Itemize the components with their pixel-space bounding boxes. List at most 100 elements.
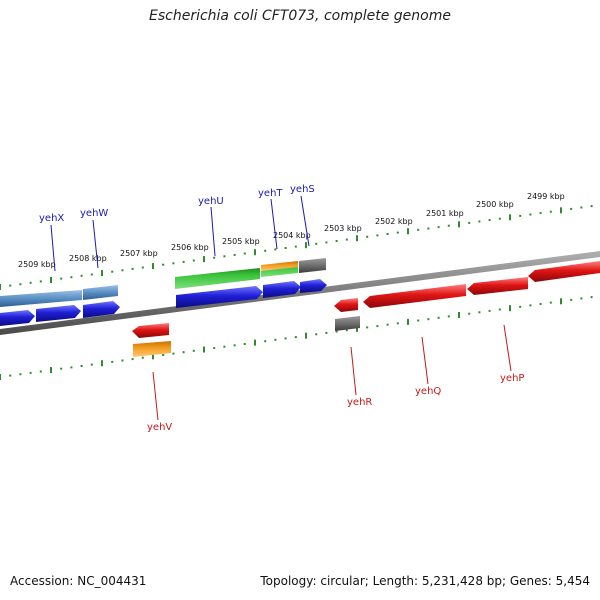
upper-minor-tick bbox=[274, 248, 277, 251]
lower-major-tick bbox=[0, 374, 1, 380]
leader-yehU bbox=[210, 206, 216, 257]
upper-major-tick bbox=[0, 284, 1, 290]
lower-minor-tick bbox=[417, 319, 420, 322]
upper-minor-tick bbox=[294, 245, 297, 248]
kbp-label-2505: 2505 kbp bbox=[222, 237, 260, 246]
upper-minor-tick bbox=[437, 226, 440, 229]
kbp-label-2502: 2502 kbp bbox=[375, 217, 413, 226]
leader-yehS bbox=[300, 195, 310, 247]
gene-label-yehS[interactable]: yehS bbox=[290, 184, 315, 195]
gene-arrow-yehP-b[interactable] bbox=[528, 261, 600, 282]
gene-label-yehW[interactable]: yehW bbox=[80, 208, 108, 219]
kbp-label-2509: 2509 kbp bbox=[18, 260, 56, 269]
gene-arrow-yehU[interactable] bbox=[176, 286, 263, 308]
lower-minor-tick bbox=[529, 304, 532, 307]
lower-major-tick bbox=[101, 360, 103, 367]
upper-minor-tick bbox=[315, 242, 318, 245]
lower-minor-tick bbox=[519, 305, 522, 308]
gene-label-yehQ[interactable]: yehQ bbox=[415, 386, 441, 397]
lower-minor-tick bbox=[427, 318, 430, 321]
upper-minor-tick bbox=[396, 231, 399, 234]
cds-feature-yehW[interactable] bbox=[83, 285, 118, 300]
upper-minor-tick bbox=[243, 252, 246, 255]
upper-minor-tick bbox=[345, 238, 348, 241]
upper-minor-tick bbox=[39, 280, 42, 283]
lower-minor-tick bbox=[284, 337, 287, 340]
cds-feature-yehS[interactable] bbox=[299, 258, 326, 273]
upper-major-tick bbox=[560, 207, 562, 214]
upper-major-tick bbox=[509, 214, 511, 221]
lower-minor-tick bbox=[243, 343, 246, 345]
gene-arrow-yehR[interactable] bbox=[334, 298, 358, 312]
upper-minor-tick bbox=[223, 255, 226, 258]
gene-arrow-yehQ[interactable] bbox=[363, 284, 466, 308]
lower-major-tick bbox=[50, 367, 52, 374]
cds-feature-yehT-orange[interactable] bbox=[261, 261, 298, 271]
lower-minor-tick bbox=[60, 367, 63, 370]
lower-minor-tick bbox=[29, 371, 32, 374]
upper-minor-tick bbox=[192, 259, 195, 262]
upper-minor-tick bbox=[60, 277, 63, 280]
upper-minor-tick bbox=[498, 217, 501, 220]
cds-feature-yehU[interactable] bbox=[175, 268, 260, 289]
kbp-tick-row-lower bbox=[0, 296, 593, 380]
gene-arrow-yehV[interactable] bbox=[132, 323, 169, 338]
upper-major-tick bbox=[356, 235, 358, 242]
gene-label-yehT[interactable]: yehT bbox=[258, 188, 283, 199]
upper-minor-tick bbox=[182, 260, 185, 263]
gene-arrow-yehW[interactable] bbox=[83, 301, 120, 318]
gene-label-yehV[interactable]: yehV bbox=[147, 422, 172, 433]
lower-minor-tick bbox=[488, 309, 491, 312]
upper-minor-tick bbox=[539, 212, 542, 215]
gene-arrow-yehX-b[interactable] bbox=[36, 305, 81, 322]
lower-major-tick bbox=[254, 339, 256, 346]
leader-yehX bbox=[50, 224, 56, 272]
lower-minor-tick bbox=[162, 354, 165, 356]
cds-features-upper bbox=[0, 258, 326, 307]
gene-arrow-yehP-a[interactable] bbox=[467, 277, 528, 295]
gene-label-yehU[interactable]: yehU bbox=[198, 196, 224, 207]
lower-minor-tick bbox=[570, 298, 573, 301]
upper-minor-tick bbox=[233, 253, 236, 256]
lower-minor-tick bbox=[213, 347, 216, 350]
lower-major-tick bbox=[203, 346, 205, 353]
gene-arrow-yehX-a[interactable] bbox=[0, 310, 35, 326]
upper-minor-tick bbox=[366, 235, 369, 238]
upper-major-tick bbox=[458, 221, 460, 228]
leader-yehT bbox=[270, 198, 278, 250]
lower-minor-tick bbox=[325, 331, 328, 334]
gene-arrow-yehS[interactable] bbox=[300, 279, 327, 293]
cds-feature-yehV[interactable] bbox=[133, 341, 171, 357]
upper-minor-tick bbox=[376, 234, 379, 237]
lower-minor-tick bbox=[121, 359, 124, 362]
accession-label: Accession: NC_004431 bbox=[10, 574, 147, 588]
upper-minor-tick bbox=[19, 283, 22, 286]
cds-feature-yehR[interactable] bbox=[335, 316, 360, 331]
lower-major-tick bbox=[356, 325, 358, 332]
upper-minor-tick bbox=[264, 249, 267, 252]
upper-minor-tick bbox=[468, 221, 471, 224]
upper-major-tick bbox=[101, 270, 103, 277]
lower-major-tick bbox=[560, 298, 562, 305]
cds-feature-yehX[interactable] bbox=[0, 290, 82, 307]
upper-minor-tick bbox=[131, 267, 134, 270]
leader-yehW bbox=[92, 219, 99, 269]
gene-arrow-yehT[interactable] bbox=[263, 281, 301, 298]
upper-minor-tick bbox=[213, 256, 216, 259]
upper-minor-tick bbox=[111, 270, 114, 273]
gene-label-yehR[interactable]: yehR bbox=[347, 397, 372, 408]
lower-minor-tick bbox=[345, 329, 348, 332]
kbp-label-2499: 2499 kbp bbox=[527, 192, 565, 201]
upper-minor-tick bbox=[162, 263, 165, 266]
lower-minor-tick bbox=[549, 301, 552, 304]
lower-minor-tick bbox=[396, 322, 399, 325]
upper-minor-tick bbox=[121, 269, 124, 272]
upper-minor-tick bbox=[90, 273, 93, 276]
gene-labels: yehX yehW yehU yehT yehS yehV yehR yehQ … bbox=[39, 184, 524, 433]
gene-label-yehX[interactable]: yehX bbox=[39, 213, 64, 224]
upper-minor-tick bbox=[447, 224, 450, 227]
upper-minor-tick bbox=[386, 233, 389, 235]
genes-plus-strand bbox=[0, 279, 327, 326]
kbp-tick-row-upper bbox=[0, 205, 593, 290]
gene-label-yehP[interactable]: yehP bbox=[500, 373, 524, 384]
